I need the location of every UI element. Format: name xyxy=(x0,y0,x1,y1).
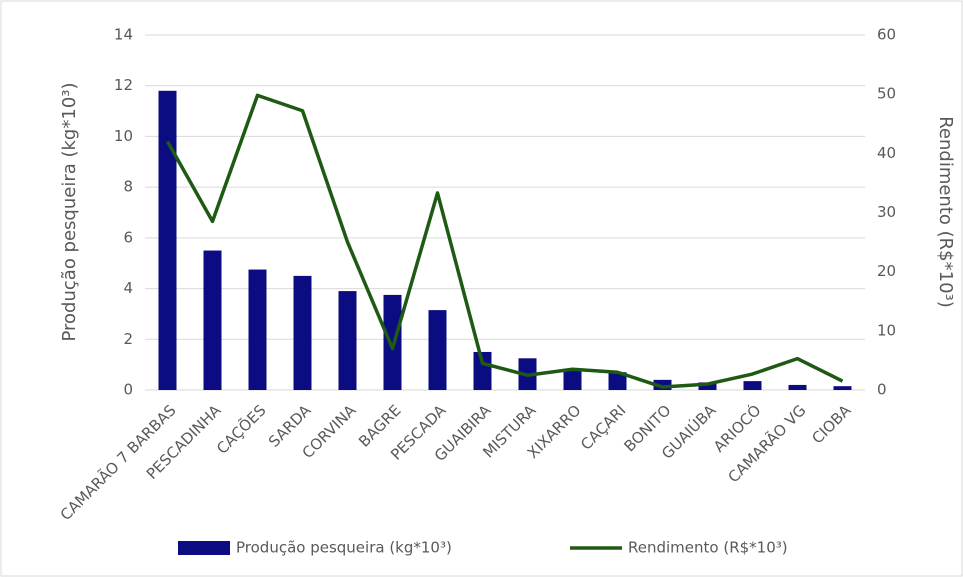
y2-tick-label: 10 xyxy=(877,321,896,339)
y2-tick-label: 60 xyxy=(877,26,896,44)
bar xyxy=(743,381,762,390)
y-tick-label: 6 xyxy=(123,228,133,246)
y2-tick-label: 20 xyxy=(877,262,896,280)
y-tick-label: 12 xyxy=(114,76,133,94)
y-axis-title: Produção pesqueira (kg*10³) xyxy=(59,82,80,341)
bar xyxy=(428,310,447,390)
y-tick-label: 14 xyxy=(114,26,133,44)
bar xyxy=(338,291,357,390)
bar xyxy=(698,382,717,390)
y2-tick-label: 0 xyxy=(877,381,887,399)
legend-label: Produção pesqueira (kg*10³) xyxy=(236,539,452,557)
bar xyxy=(833,386,852,390)
y2-tick-label: 30 xyxy=(877,203,896,221)
legend-label: Rendimento (R$*10³) xyxy=(628,539,788,557)
y2-axis-title: Rendimento (R$*10³) xyxy=(935,116,956,308)
bar xyxy=(473,351,492,390)
y2-tick-label: 40 xyxy=(877,144,896,162)
bar xyxy=(608,372,627,390)
legend-swatch xyxy=(178,541,230,555)
bar xyxy=(203,250,222,390)
bar xyxy=(563,369,582,390)
bar xyxy=(248,269,267,390)
y-tick-label: 0 xyxy=(123,381,133,399)
y-tick-label: 8 xyxy=(123,178,133,196)
bar xyxy=(788,384,807,390)
bar xyxy=(158,90,177,391)
y-tick-label: 2 xyxy=(123,330,133,348)
line xyxy=(165,93,844,389)
y-tick-label: 10 xyxy=(114,127,133,145)
bar xyxy=(293,275,312,390)
y2-tick-label: 50 xyxy=(877,85,896,103)
y-tick-label: 4 xyxy=(123,279,133,297)
bar xyxy=(653,379,672,390)
